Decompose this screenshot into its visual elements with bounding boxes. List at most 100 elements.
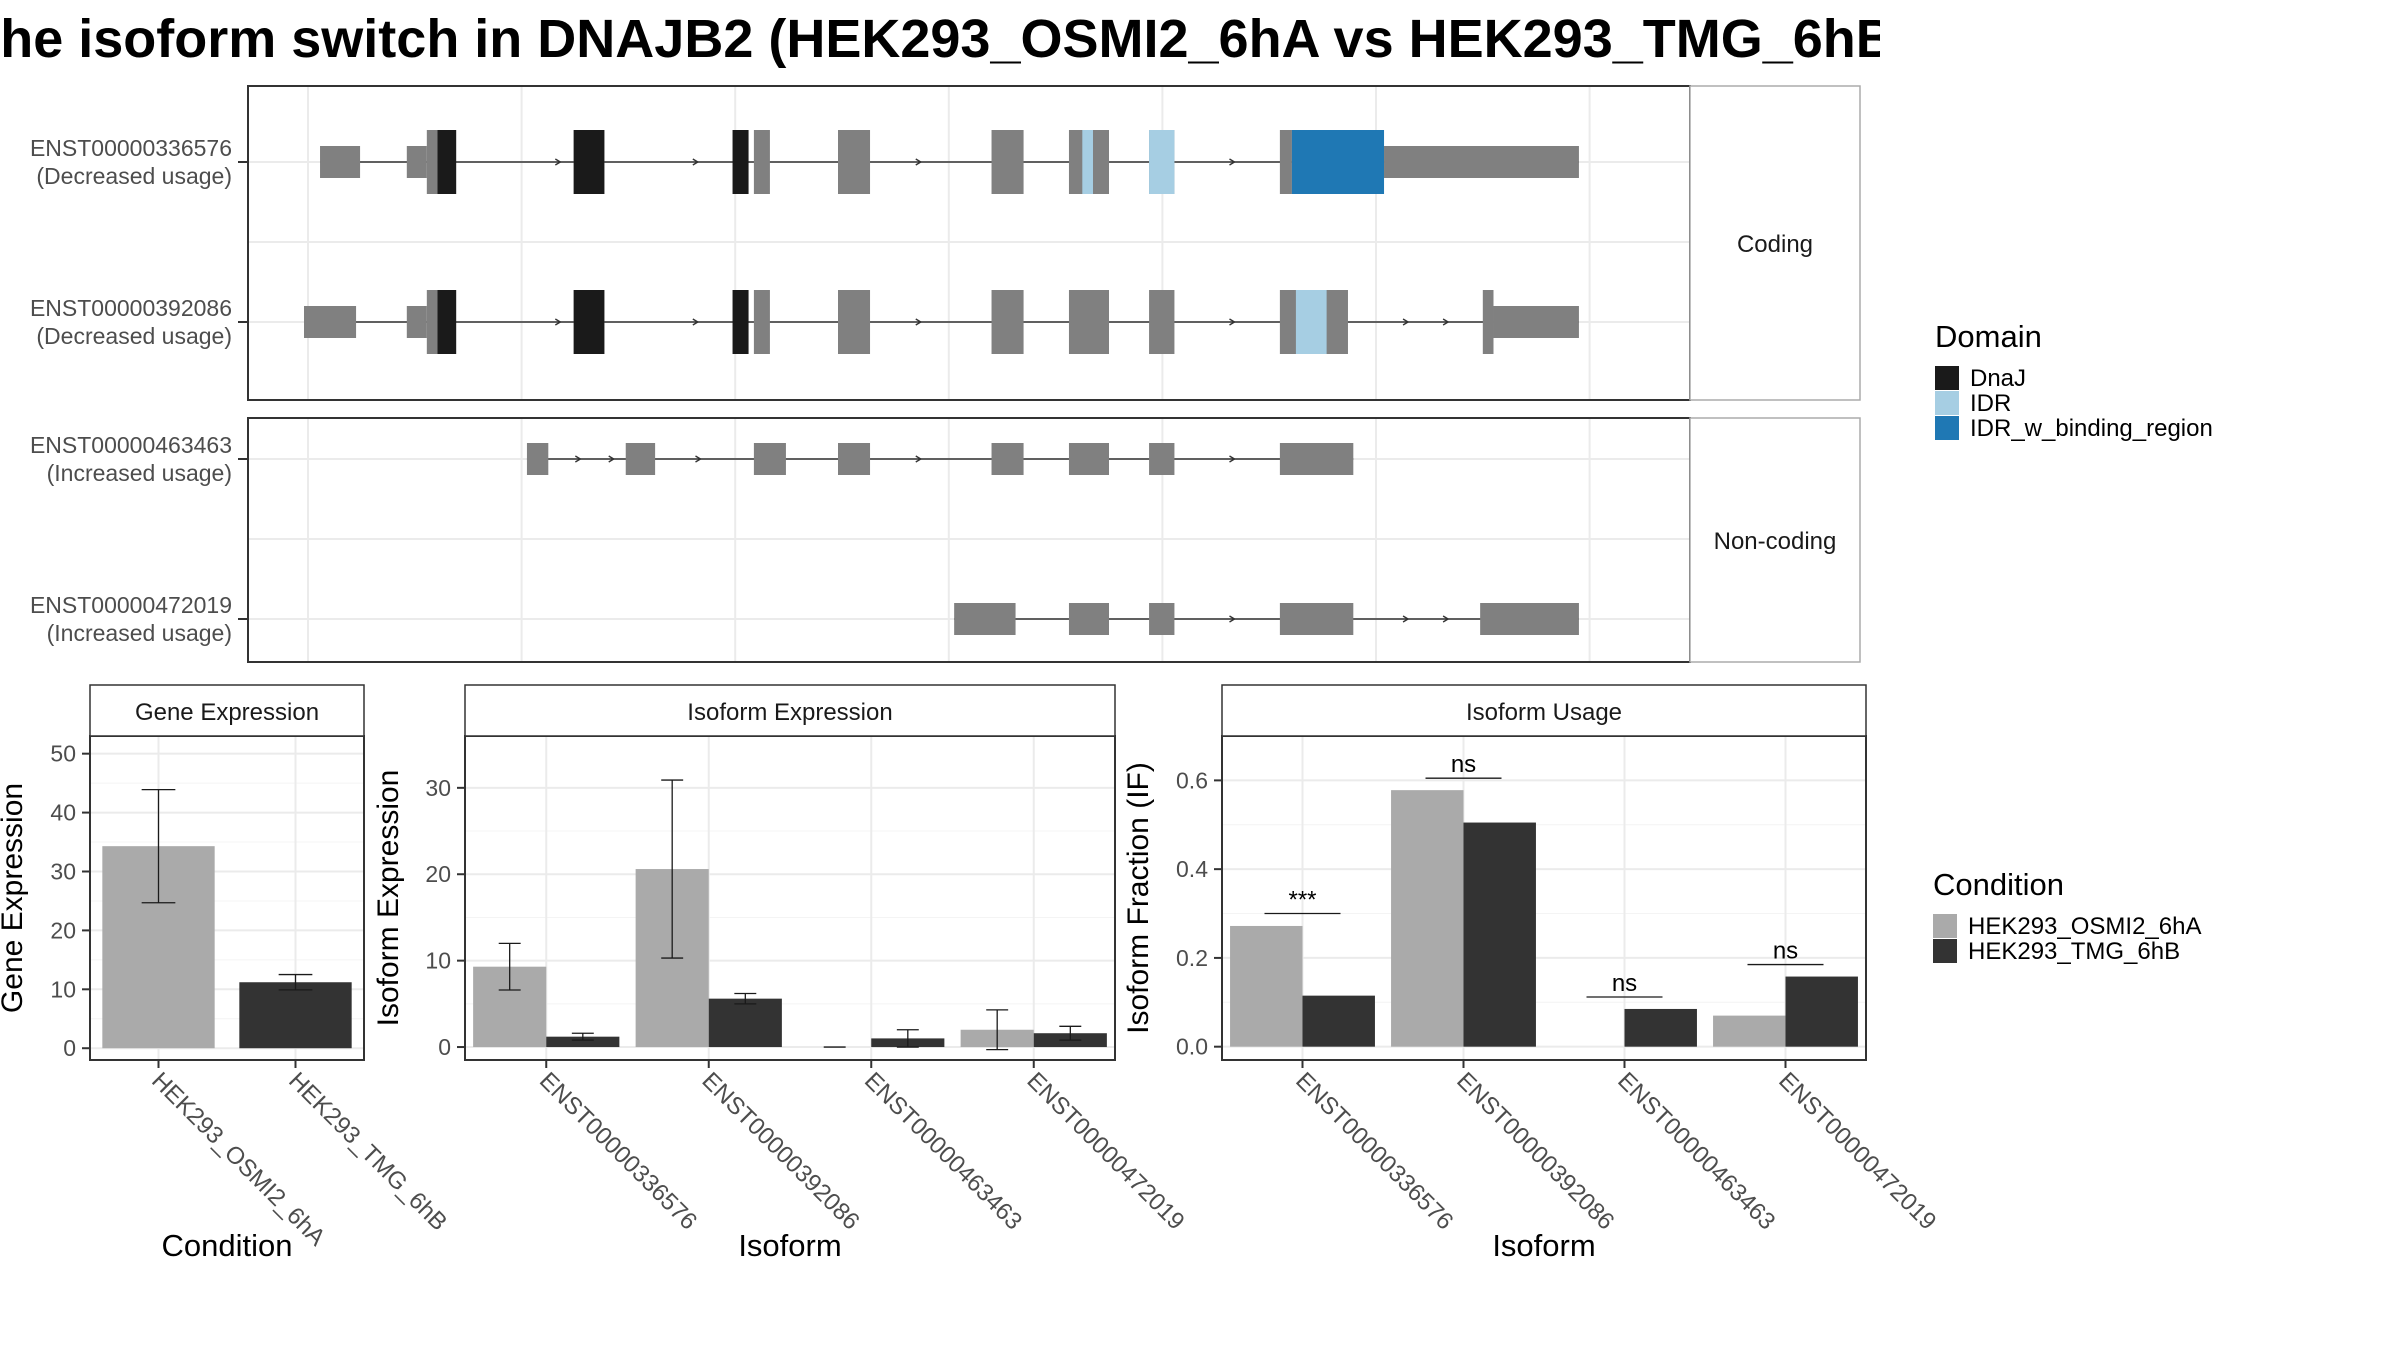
intron-arrow: [554, 158, 562, 166]
intron-arrow: [915, 455, 923, 463]
intron-arrow: [1229, 318, 1236, 326]
plot-background: [465, 736, 1115, 1060]
transcript-usage-label: (Increased usage): [47, 460, 232, 486]
bar: [1785, 976, 1858, 1047]
intron-arrow: [692, 158, 700, 166]
chart-title-container: The isoform switch in DNAJB2 (HEK293_OSM…: [0, 0, 1880, 80]
intron-arrow: [554, 318, 562, 326]
y-tick-label: 0.4: [1176, 856, 1208, 882]
x-tick-label: ENST00000463463: [1612, 1067, 1780, 1235]
exon-block: [838, 290, 871, 354]
x-axis-label: Isoform: [738, 1228, 841, 1263]
y-axis-label: Isoform Fraction (IF): [1122, 762, 1155, 1034]
group-strip-label: Coding: [1737, 231, 1813, 258]
panel-strip: [464, 684, 1116, 737]
x-axis-label: Isoform: [1492, 1228, 1595, 1263]
panel-title: Gene Expression: [135, 699, 319, 726]
transcript-id-label: ENST00000463463: [30, 432, 232, 458]
exon-block: [426, 130, 438, 194]
exon-block: [1149, 603, 1175, 635]
y-tick-label: 30: [50, 858, 76, 884]
intron-arrow: [692, 318, 700, 326]
exon-block: [1482, 290, 1494, 354]
y-axis-label: Isoform Expression: [372, 770, 405, 1027]
significance-label: ns: [1612, 970, 1637, 997]
structure-panel-1: ENST00000336576(Decreased usage)ENST0000…: [30, 85, 1861, 401]
chart-title-svg: The isoform switch in DNAJB2 (HEK293_OSM…: [0, 9, 1880, 69]
exon-block: [753, 443, 786, 475]
exon-block: [753, 290, 770, 354]
exon-block: [991, 290, 1024, 354]
y-tick-label: 0: [63, 1035, 76, 1061]
bar: [1230, 925, 1303, 1047]
intron-arrow: [915, 318, 923, 326]
domain-block-dnaj: [437, 130, 457, 194]
y-tick-label: 10: [50, 976, 76, 1002]
bar: [546, 1036, 620, 1048]
bar: [1391, 790, 1464, 1047]
exon-block: [406, 306, 427, 338]
y-axis-label: Gene Expression: [0, 783, 29, 1013]
domain-block-dnaj: [732, 290, 749, 354]
x-tick-label: ENST00000463463: [859, 1067, 1027, 1235]
legend-swatch: [1933, 914, 1957, 938]
transcript-id-label: ENST00000472019: [30, 592, 232, 618]
intron-arrow: [1402, 615, 1410, 623]
significance-label: ns: [1773, 938, 1798, 965]
domain-block-idr-w-binding-region: [1291, 130, 1385, 194]
exon-block: [1279, 130, 1292, 194]
bar: [1302, 995, 1375, 1047]
y-tick-label: 0: [438, 1034, 451, 1060]
y-tick-label: 0.2: [1176, 945, 1208, 971]
bar: [1463, 822, 1536, 1047]
exon-block: [625, 443, 656, 475]
y-tick-label: 50: [50, 741, 76, 767]
y-tick-label: 20: [425, 861, 451, 887]
domain-block-idr: [1082, 130, 1093, 194]
transcript-usage-label: (Increased usage): [47, 620, 232, 646]
domain-block-dnaj: [573, 130, 605, 194]
exon-block: [1068, 603, 1110, 635]
y-tick-label: 20: [50, 917, 76, 943]
significance-label: ***: [1288, 887, 1316, 914]
bar: [708, 998, 782, 1048]
intron-arrow: [1442, 318, 1450, 326]
legend-item-label: IDR_w_binding_region: [1970, 415, 2213, 442]
panel-title: Isoform Expression: [687, 699, 892, 726]
legend-item-label: IDR: [1970, 390, 2011, 417]
structure-panel-2: ENST00000463463(Increased usage)ENST0000…: [30, 417, 1861, 663]
intron-arrow: [915, 158, 923, 166]
x-tick-label: ENST00000472019: [1773, 1067, 1941, 1235]
legend-swatch: [1935, 366, 1959, 390]
x-tick-label: ENST00000336576: [1290, 1067, 1458, 1235]
chart-title: The isoform switch in DNAJB2 (HEK293_OSM…: [0, 9, 1880, 69]
group-strip-label: Non-coding: [1714, 528, 1837, 555]
exon-block: [426, 290, 438, 354]
y-tick-label: 0.6: [1176, 767, 1208, 793]
condition-legend-title: Condition: [1933, 867, 2064, 902]
exon-block: [991, 443, 1024, 475]
intron-arrow: [1442, 615, 1450, 623]
y-tick-label: 0.0: [1176, 1034, 1208, 1060]
exon-block: [1279, 603, 1354, 635]
exon-block: [526, 443, 549, 475]
legend-item-label: DnaJ: [1970, 365, 2026, 392]
exon-block: [1068, 290, 1110, 354]
intron-arrow: [1229, 615, 1236, 623]
strip-box: [1689, 417, 1861, 663]
exon-block: [1149, 290, 1175, 354]
exon-block: [1149, 443, 1175, 475]
x-tick-label: ENST00000392086: [697, 1067, 865, 1235]
domain-block-idr: [1149, 130, 1175, 194]
legend-item-label: HEK293_OSMI2_6hA: [1968, 913, 2201, 940]
x-axis-label: Condition: [162, 1228, 293, 1263]
panel-title: Isoform Usage: [1466, 699, 1622, 726]
exon-block: [1480, 603, 1579, 635]
exon-block: [991, 130, 1024, 194]
x-tick-label: ENST00000336576: [534, 1067, 702, 1235]
legend-swatch: [1935, 416, 1959, 440]
panel-strip: [89, 684, 365, 737]
domain-block-dnaj: [732, 130, 749, 194]
